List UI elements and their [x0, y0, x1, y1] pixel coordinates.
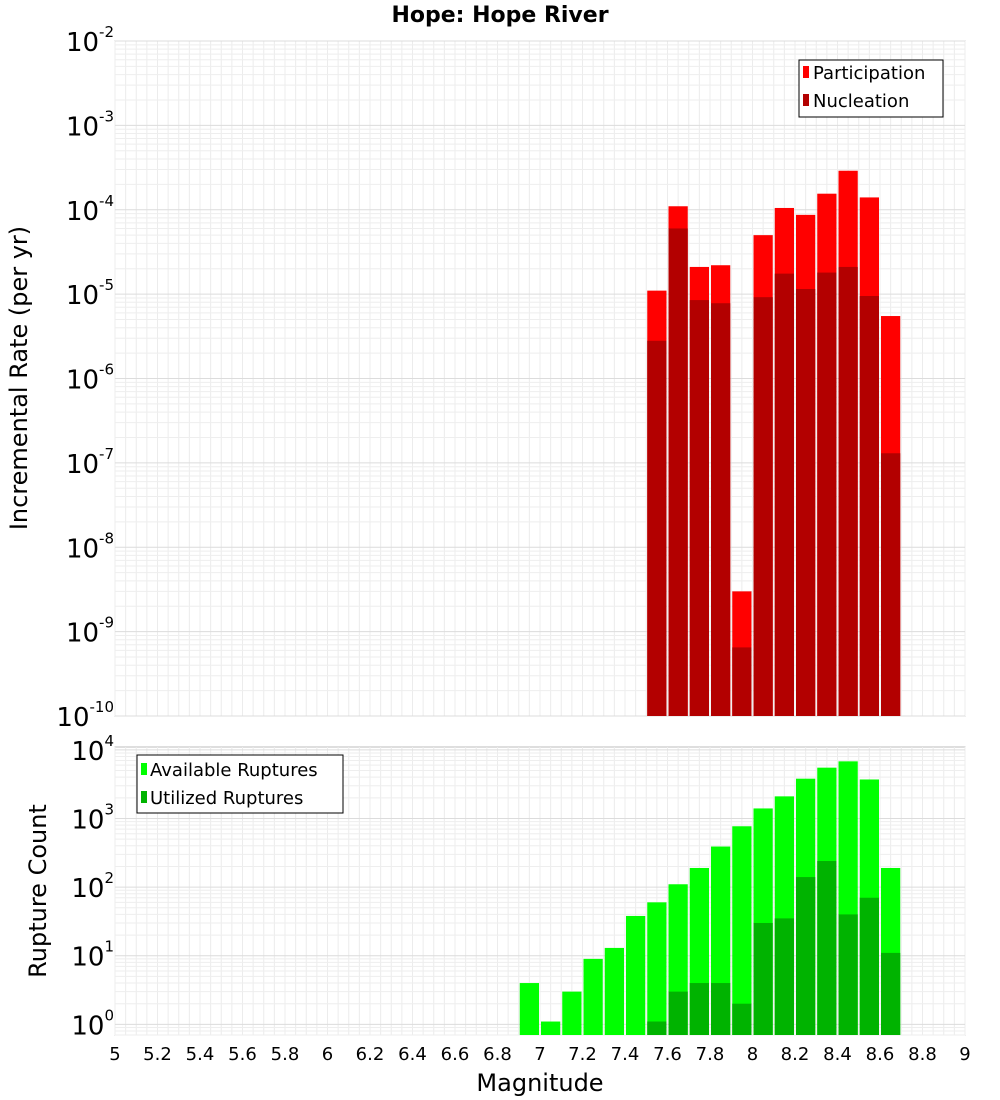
x-tick-label: 7.8	[696, 1044, 725, 1065]
bar-available-ruptures	[647, 902, 667, 1035]
bar-nucleation	[774, 273, 794, 716]
x-tick-label: 8.8	[908, 1044, 937, 1065]
y-tick-labels: 10-10 10-9 10-8 10-7 10-6 10-5 10-4 10-3 10-2	[56, 23, 114, 733]
y-tick-label: 10-6	[66, 361, 114, 396]
bar-nucleation	[817, 272, 837, 716]
bar-series	[519, 761, 901, 1035]
y-tick-label: 10-10	[56, 698, 114, 733]
x-tick-label: 5.8	[271, 1044, 300, 1065]
legend-swatch-nucleation	[803, 94, 809, 106]
x-tick-label: 6.8	[483, 1044, 512, 1065]
bar-nucleation	[668, 228, 688, 716]
bar-nucleation	[796, 289, 816, 716]
x-tick-label: 5	[109, 1044, 120, 1065]
bar-available-ruptures	[604, 947, 624, 1035]
x-tick-label: 5.6	[228, 1044, 257, 1065]
bar-utilized-ruptures	[817, 861, 837, 1035]
y-tick-label: 103	[71, 800, 114, 835]
y-tick-label: 104	[71, 732, 114, 767]
x-tick-label: 6.4	[398, 1044, 427, 1065]
bar-utilized-ruptures	[711, 983, 731, 1035]
x-tick-label: 8	[747, 1044, 758, 1065]
y-tick-label: 10-7	[66, 445, 114, 480]
bar-series	[647, 170, 901, 717]
bar-nucleation	[711, 303, 731, 716]
x-axis-label: Magnitude	[476, 1069, 603, 1097]
legend-box	[798, 59, 944, 118]
y-tick-label: 10-9	[66, 614, 114, 649]
x-tick-label: 9	[959, 1044, 970, 1065]
bar-utilized-ruptures	[838, 914, 858, 1035]
bar-utilized-ruptures	[753, 922, 773, 1035]
legend-label-participation: Participation	[813, 63, 925, 84]
x-tick-labels: 5 5.2 5.4 5.6 5.8 6 6.2 6.4 6.6 6.8 7 7.2 7.4 7.6 7.8 8…	[109, 1044, 970, 1065]
bar-utilized-ruptures	[881, 952, 901, 1035]
x-tick-label: 8.4	[823, 1044, 852, 1065]
chart-title: Hope: Hope River	[391, 3, 608, 28]
grid-lines	[114, 40, 966, 717]
bar-utilized-ruptures	[774, 918, 794, 1035]
x-tick-label: 6	[322, 1044, 333, 1065]
x-tick-label: 7	[534, 1044, 545, 1065]
x-tick-label: 7.6	[653, 1044, 682, 1065]
bar-nucleation	[689, 300, 709, 716]
x-tick-label: 8.2	[781, 1044, 810, 1065]
y-tick-labels: 100 101 102 103 104	[71, 732, 114, 1042]
bar-available-ruptures	[562, 991, 582, 1035]
legend-box	[136, 754, 344, 814]
y-tick-label: 100	[71, 1006, 114, 1041]
bar-available-ruptures	[626, 915, 646, 1035]
y-axis-label: Rupture Count	[24, 804, 52, 978]
x-tick-label: 6.6	[441, 1044, 470, 1065]
bar-utilized-ruptures	[732, 1003, 752, 1035]
legend-swatch-available-ruptures	[141, 763, 147, 775]
legend: Participation Nucleation	[798, 59, 944, 118]
bar-utilized-ruptures	[689, 983, 709, 1035]
rupture-count-panel: 100 101 102 103 104 5 5.2 5.4 5.6 5.8 6 6.2 6.4 6.6 6…	[24, 732, 971, 1097]
x-tick-label: 5.2	[143, 1044, 172, 1065]
legend-label-available-ruptures: Available Ruptures	[150, 760, 318, 781]
y-tick-label: 10-2	[66, 23, 114, 58]
x-tick-label: 6.2	[356, 1044, 385, 1065]
bar-available-ruptures	[732, 826, 752, 1035]
bar-utilized-ruptures	[859, 897, 879, 1035]
y-tick-label: 10-5	[66, 276, 114, 311]
bar-nucleation	[838, 266, 858, 716]
bar-utilized-ruptures	[796, 877, 816, 1035]
bar-nucleation	[732, 647, 752, 716]
legend-label-utilized-ruptures: Utilized Ruptures	[150, 788, 303, 809]
x-tick-label: 5.4	[186, 1044, 215, 1065]
bar-nucleation	[753, 297, 773, 716]
bar-nucleation	[859, 296, 879, 716]
legend-label-nucleation: Nucleation	[813, 91, 909, 112]
incremental-rate-panel: 10-10 10-9 10-8 10-7 10-6 10-5 10-4 10-3 10-2 In…	[5, 23, 966, 733]
bar-available-ruptures	[519, 983, 539, 1035]
y-tick-label: 101	[71, 938, 114, 973]
y-tick-label: 10-3	[66, 107, 114, 142]
bar-available-ruptures	[541, 1021, 561, 1035]
legend-swatch-utilized-ruptures	[141, 791, 147, 803]
y-axis-label: Incremental Rate (per yr)	[5, 226, 33, 530]
x-tick-label: 7.4	[611, 1044, 640, 1065]
y-tick-label: 10-8	[66, 529, 114, 564]
legend: Available Ruptures Utilized Ruptures	[136, 754, 344, 814]
bar-nucleation	[647, 340, 667, 716]
bar-nucleation	[881, 453, 901, 716]
bar-utilized-ruptures	[647, 1021, 667, 1035]
bar-utilized-ruptures	[668, 991, 688, 1035]
y-tick-label: 102	[71, 869, 114, 904]
y-tick-label: 10-4	[66, 192, 114, 227]
legend-swatch-participation	[803, 66, 809, 78]
bar-available-ruptures	[583, 958, 603, 1035]
x-tick-label: 7.2	[568, 1044, 597, 1065]
x-tick-label: 8.6	[866, 1044, 895, 1065]
